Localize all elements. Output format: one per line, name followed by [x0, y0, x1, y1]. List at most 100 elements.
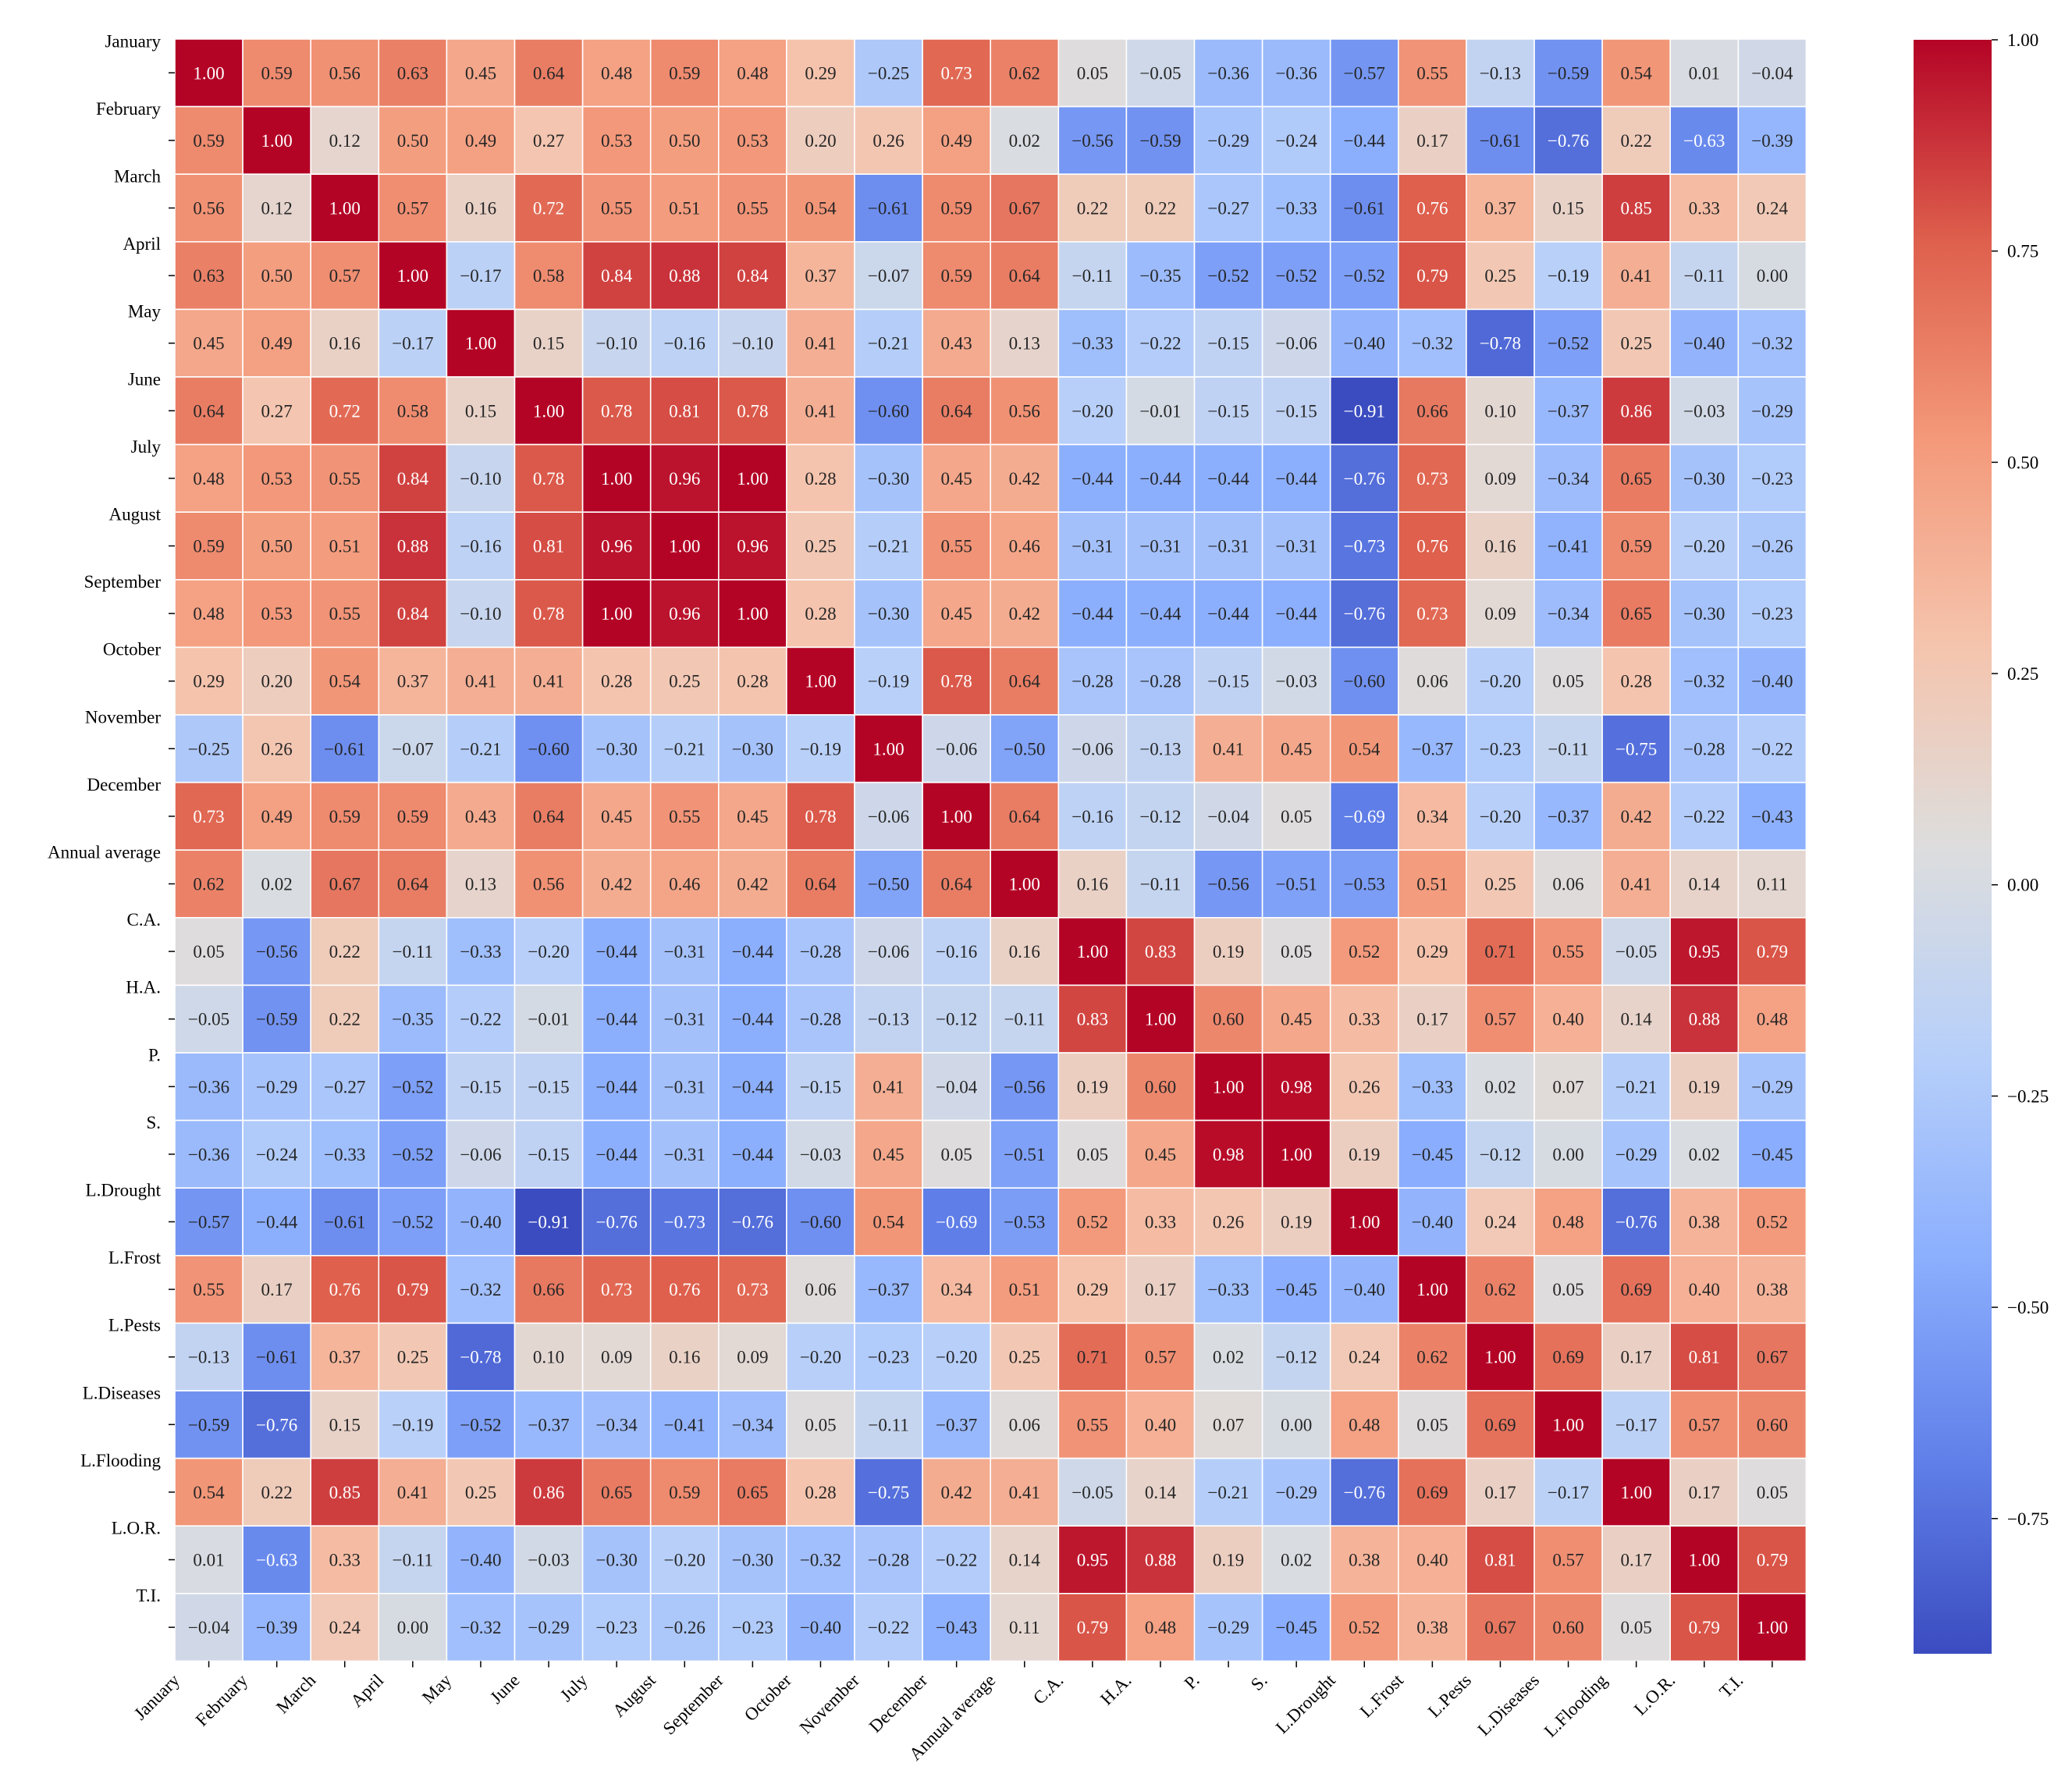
cell-value-label: 0.78 — [737, 401, 768, 421]
cell-value-label: 1.00 — [601, 604, 632, 624]
heatmap-cell-l-frost-july — [581, 1255, 652, 1324]
cell-value-label: 0.01 — [193, 1551, 224, 1570]
cell-value-label: 0.85 — [1621, 199, 1652, 219]
cell-value-label: −0.69 — [1344, 807, 1385, 826]
cell-value-label: −0.31 — [1072, 537, 1113, 556]
cell-value-label: 0.54 — [329, 672, 361, 691]
heatmap-cell-values: 1.00 0.59 0.56 0.63 0.45 0.64 0.48 0.59 0.48 0.29… — [188, 63, 1793, 1637]
heatmap-cell-august-may — [446, 511, 516, 581]
cell-value-label: 0.05 — [1281, 807, 1312, 826]
cell-value-label: 0.50 — [261, 266, 293, 286]
heatmap-cell-h-a-april — [378, 984, 448, 1054]
cell-value-label: 0.52 — [1349, 942, 1380, 962]
heatmap-cell-june-january — [174, 376, 243, 446]
cell-value-label: 1.00 — [941, 807, 972, 826]
cell-value-label: 0.05 — [1552, 672, 1583, 691]
cell-value-label: 0.55 — [329, 469, 361, 489]
cell-value-label: 0.60 — [1552, 1618, 1583, 1637]
cell-value-label: −0.36 — [188, 1145, 229, 1164]
cell-value-label: −0.44 — [596, 1010, 638, 1029]
cell-value-label: 0.17 — [1145, 1280, 1176, 1299]
heatmap-cell-may-december — [922, 308, 991, 378]
heatmap-cell-l-o-r-july — [581, 1525, 652, 1594]
cell-value-label: −0.61 — [324, 739, 365, 759]
cell-value-label: −0.31 — [664, 1145, 705, 1164]
cell-value-label: −0.37 — [868, 1280, 909, 1299]
heatmap-cell-h-a-p — [1193, 984, 1263, 1054]
heatmap-cell-april-annual-average — [990, 240, 1060, 311]
cell-value-label: 0.28 — [805, 469, 836, 489]
cell-value-label: 0.25 — [669, 672, 700, 691]
heatmap-cell-l-flooding-l-pests — [1466, 1457, 1535, 1527]
cell-value-label: 1.00 — [1213, 1077, 1244, 1097]
heatmap-cell-august-september — [717, 511, 787, 581]
heatmap-cell-s-l-pests — [1466, 1119, 1535, 1189]
heatmap-cell-l-diseases-july — [581, 1390, 652, 1459]
heatmap-cell-july-l-o-r — [1669, 443, 1740, 513]
heatmap-cell-p-l-drought — [1329, 1052, 1399, 1121]
cell-value-label: 0.54 — [873, 1213, 905, 1232]
cell-value-label: 0.96 — [601, 537, 632, 556]
cell-value-label: −0.57 — [188, 1213, 229, 1232]
cell-value-label: 0.55 — [1077, 1415, 1108, 1434]
heatmap-cell-july-december — [922, 443, 991, 513]
heatmap-cell-february-january — [174, 105, 243, 176]
cell-value-label: −0.04 — [188, 1618, 230, 1637]
heatmap-cell-september-october — [786, 578, 855, 649]
cell-value-label: 0.54 — [805, 199, 837, 219]
heatmap-cell-l-drought-t-i — [1737, 1187, 1807, 1257]
cell-value-label: 0.29 — [1416, 942, 1448, 962]
heatmap-cell-l-diseases-december — [922, 1390, 991, 1459]
cell-value-label: 1.00 — [1416, 1280, 1448, 1299]
cell-value-label: −0.36 — [188, 1077, 229, 1097]
heatmap-cell-l-pests-t-i — [1737, 1322, 1807, 1392]
cell-value-label: 1.00 — [1349, 1213, 1380, 1232]
cell-value-label: 0.50 — [669, 131, 700, 151]
cell-value-label: 0.78 — [533, 604, 564, 624]
cell-value-label: 0.60 — [1213, 1010, 1244, 1029]
heatmap-cell-l-frost-c-a — [1057, 1255, 1128, 1324]
heatmap-cell-july-l-flooding — [1601, 443, 1672, 513]
cell-value-label: 0.37 — [329, 1348, 361, 1367]
cell-value-label: 0.59 — [193, 131, 224, 151]
cell-value-label: −0.76 — [1548, 131, 1589, 151]
cell-value-label: −0.12 — [1276, 1348, 1317, 1367]
cell-value-label: −0.13 — [1480, 63, 1521, 83]
cell-value-label: −0.52 — [392, 1213, 433, 1232]
cell-value-label: −0.28 — [1139, 672, 1181, 691]
cell-value-label: 0.79 — [1757, 942, 1788, 962]
x-tick-label-l-drought: L.Drought — [1272, 1670, 1339, 1737]
cell-value-label: −0.59 — [1548, 63, 1589, 83]
x-tick-label-l-diseases: L.Diseases — [1473, 1670, 1543, 1740]
cell-value-label: 1.00 — [329, 199, 361, 219]
cell-value-label: 1.00 — [737, 604, 768, 624]
heatmap-cell-february-t-i — [1737, 105, 1807, 176]
heatmap-cell-s-december — [922, 1119, 991, 1189]
heatmap-cell-march-november — [854, 173, 923, 243]
heatmap-cell-s-may — [446, 1119, 516, 1189]
cell-value-label: 0.53 — [601, 131, 632, 151]
heatmap-cell-l-pests-c-a — [1057, 1322, 1128, 1392]
heatmap-cell-may-march — [310, 308, 380, 378]
cell-value-label: 0.55 — [669, 807, 700, 826]
heatmap-cells — [174, 38, 1807, 1662]
heatmap-cell-november-l-frost — [1398, 714, 1467, 784]
cell-value-label: 0.79 — [1757, 1551, 1788, 1570]
cell-value-label: −0.11 — [868, 1415, 908, 1434]
cell-value-label: 0.78 — [601, 401, 632, 421]
heatmap-cell-l-diseases-february — [242, 1390, 312, 1459]
cell-value-label: 0.58 — [533, 266, 564, 286]
heatmap-cell-h-a-annual-average — [990, 984, 1060, 1054]
heatmap-cell-january-december — [922, 38, 991, 108]
cell-value-label: −0.76 — [1344, 469, 1385, 489]
cell-value-label: 0.09 — [1484, 604, 1516, 624]
cell-value-label: −0.35 — [1139, 266, 1181, 286]
cell-value-label: −0.07 — [392, 739, 433, 759]
cell-value-label: 0.69 — [1621, 1280, 1652, 1299]
cell-value-label: 0.57 — [329, 266, 361, 286]
heatmap-cell-april-september — [717, 240, 787, 311]
heatmap-cell-c-a-s — [1261, 917, 1331, 986]
cell-value-label: 0.00 — [397, 1618, 428, 1637]
heatmap-cell-annual-average-october — [786, 849, 855, 919]
heatmap-cell-may-january — [174, 308, 243, 378]
